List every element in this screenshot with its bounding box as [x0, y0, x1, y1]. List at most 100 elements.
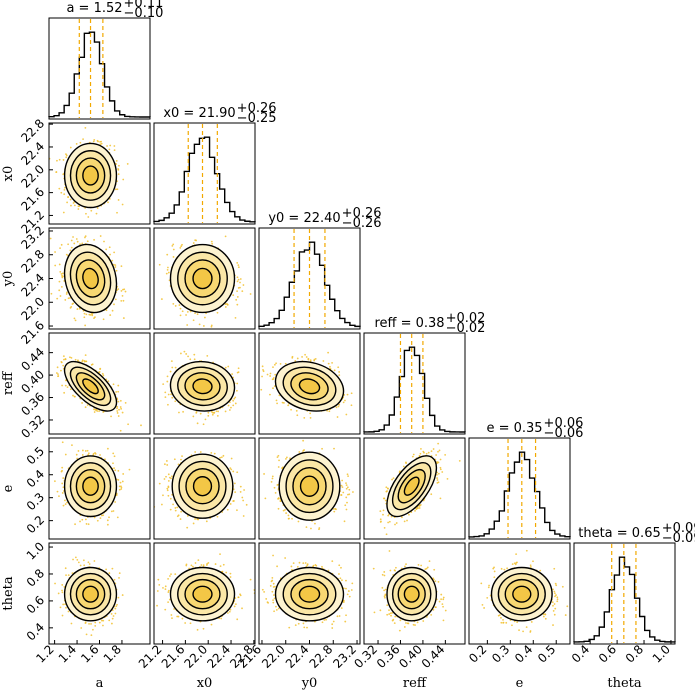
y-tick-label-y0: 22.8 [18, 247, 47, 276]
contour-level-4 [192, 585, 213, 603]
x-tick-label-x0: 22.4 [204, 642, 233, 671]
histogram-a [48, 31, 151, 118]
x-tick-label-a: 1.8 [101, 642, 124, 665]
panel-theta-vs-e [468, 542, 571, 645]
x-axis-label-e: e [516, 676, 524, 691]
param-title-x0: x0 = 21.90 [163, 106, 235, 121]
x-tick-label-y0: 21.6 [235, 642, 264, 671]
y-tick-label-theta: 1.0 [24, 539, 47, 562]
panel-frame [153, 227, 256, 330]
panel-theta-vs-reff [363, 542, 466, 645]
x-axis-label-a: a [96, 676, 104, 691]
param-title-plus: +0.26 [237, 101, 277, 116]
panel-e-vs-a [48, 437, 151, 540]
panel-frame [153, 542, 256, 645]
panel-frame [258, 437, 361, 540]
param-title-a: a = 1.52 [66, 1, 122, 16]
x-tick-label-e: 0.3 [489, 642, 512, 665]
histogram-e [468, 451, 571, 538]
x-tick-label-theta: 0.6 [596, 642, 619, 665]
x-tick-label-e: 0.2 [466, 642, 489, 665]
y-tick-label-e: 0.2 [24, 513, 47, 536]
y-tick-label-y0: 22.4 [18, 271, 47, 300]
param-title-plus: +0.06 [544, 416, 584, 431]
y-tick-label-y0: 22.0 [18, 294, 47, 323]
param-title-minus: −0.10 [124, 6, 164, 21]
contour-level-4 [512, 585, 532, 603]
panel-frame [258, 332, 361, 435]
contour-level-4 [82, 267, 99, 290]
y-tick-label-theta: 0.4 [24, 620, 47, 643]
hist-panel-a: a = 1.52 +0.11−0.10 [48, 0, 164, 120]
hist-panel-y0: y0 = 22.40 +0.26−0.26 [258, 206, 382, 330]
param-title-plus: +0.26 [342, 206, 382, 221]
y-tick-label-reff: 0.36 [18, 390, 47, 419]
panel-theta-vs-y0 [258, 542, 361, 645]
panel-x0-vs-a [48, 122, 151, 225]
x-tick-label-a: 1.2 [33, 642, 56, 665]
hist-panel-x0: x0 = 21.90 +0.26−0.25 [153, 101, 277, 225]
y-axis-label-e: e [1, 484, 16, 492]
x-axis-label-reff: reff [403, 676, 428, 691]
y-axis-label-x0: x0 [1, 166, 16, 182]
x-tick-label-y0: 22.4 [283, 642, 312, 671]
param-title-minus: −0.09 [662, 531, 695, 546]
contour-level-4 [192, 267, 213, 290]
x-tick-label-reff: 0.40 [396, 642, 425, 671]
y-tick-label-theta: 0.8 [24, 566, 47, 589]
hist-panel-e: e = 0.35 +0.06−0.06 [468, 416, 584, 540]
hist-frame [48, 17, 151, 120]
y-axis-label-y0: y0 [1, 271, 16, 288]
x-tick-label-e: 0.5 [535, 642, 558, 665]
panel-y0-vs-a [48, 227, 151, 330]
x-tick-label-x0: 22.0 [182, 642, 211, 671]
contour-level-4 [403, 476, 420, 496]
x-axis-label-theta: theta [607, 676, 642, 691]
param-title-minus: −0.06 [544, 426, 584, 441]
panel-frame [48, 122, 151, 225]
y-tick-label-reff: 0.40 [18, 367, 47, 396]
param-title-minus: −0.25 [237, 111, 277, 126]
x-tick-label-reff: 0.44 [419, 642, 448, 671]
x-tick-label-theta: 0.4 [569, 642, 592, 665]
y-tick-label-e: 0.5 [24, 444, 47, 467]
hist-frame [153, 122, 256, 225]
panel-e-vs-y0 [258, 437, 361, 540]
x-tick-label-a: 1.6 [78, 642, 101, 665]
y-tick-label-x0: 22.8 [18, 116, 47, 145]
panel-reff-vs-a [48, 332, 151, 435]
param-title-theta: theta = 0.65 [578, 526, 661, 541]
contour-level-4 [403, 585, 420, 603]
panel-e-vs-x0 [153, 437, 256, 540]
x-tick-label-x0: 21.6 [159, 642, 188, 671]
param-title-reff: reff = 0.38 [374, 316, 444, 331]
param-title-minus: −0.26 [342, 216, 382, 231]
histogram-theta [573, 556, 676, 643]
y-tick-label-x0: 21.6 [18, 185, 47, 214]
contour-level-4 [192, 378, 213, 395]
param-title-plus: +0.11 [124, 0, 164, 11]
x-tick-label-theta: 1.0 [650, 642, 673, 665]
panel-reff-vs-y0 [258, 332, 361, 435]
panel-frame [48, 437, 151, 540]
hist-panel-theta: theta = 0.65+0.09−0.09 [573, 521, 695, 645]
panel-frame [468, 542, 571, 645]
x-tick-label-e: 0.4 [512, 642, 535, 665]
y-tick-label-theta: 0.6 [24, 593, 47, 616]
panel-y0-vs-x0 [153, 227, 256, 330]
panel-frame [153, 332, 256, 435]
x-tick-label-a: 1.4 [56, 642, 79, 665]
panel-theta-vs-x0 [153, 542, 256, 645]
param-title-y0: y0 = 22.40 [268, 211, 340, 226]
y-tick-label-e: 0.3 [24, 490, 47, 513]
y-tick-label-reff: 0.32 [18, 412, 47, 441]
x-tick-label-y0: 22.8 [307, 642, 336, 671]
contour-level-4 [298, 378, 321, 395]
contour-level-4 [192, 476, 213, 497]
panel-theta-vs-a [48, 542, 151, 645]
panel-frame [153, 437, 256, 540]
contour-level-4 [82, 585, 99, 603]
contour-level-4 [298, 585, 321, 603]
contour-level-4 [82, 378, 99, 395]
x-tick-label-reff: 0.36 [374, 642, 403, 671]
